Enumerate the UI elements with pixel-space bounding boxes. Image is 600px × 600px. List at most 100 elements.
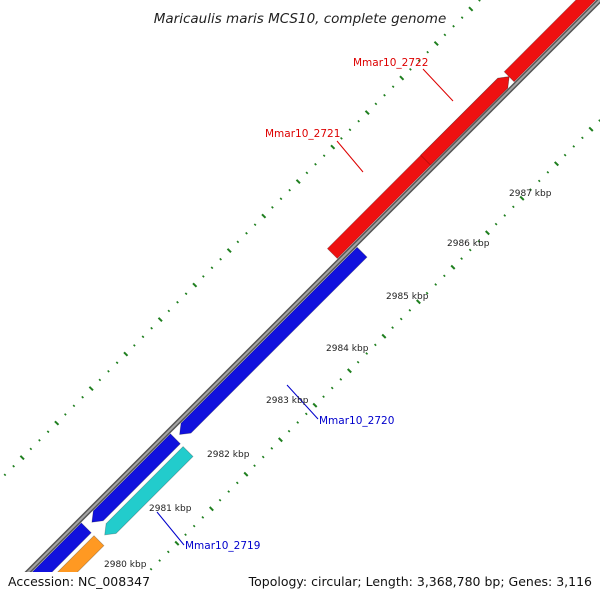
- gene-label-2721[interactable]: Mmar10_2721: [265, 128, 364, 173]
- minor-tick: [529, 188, 532, 191]
- tick-label: 2987 kbp: [509, 189, 552, 199]
- major-tick: [588, 126, 594, 132]
- major-tick: [484, 230, 490, 236]
- genome-summary-text: Topology: circular; Length: 3,368,780 bp…: [248, 574, 592, 589]
- minor-tick: [192, 524, 196, 528]
- gene-arrow-mmar10-2722[interactable]: [503, 0, 600, 83]
- minor-tick: [166, 550, 170, 554]
- footer-background: [0, 572, 600, 600]
- gene-arrow-mmar10-2719[interactable]: [104, 446, 194, 536]
- gene-label-text: Mmar10_2722: [353, 57, 428, 69]
- minor-tick: [340, 137, 343, 140]
- minor-tick: [426, 50, 429, 54]
- minor-tick: [271, 206, 274, 209]
- minor-tick: [184, 292, 188, 296]
- genes-layer: [13, 0, 600, 600]
- gene-label-2722[interactable]: Mmar10_2722: [353, 57, 454, 102]
- minor-tick: [305, 171, 309, 175]
- major-tick: [468, 6, 474, 12]
- minor-tick: [150, 326, 153, 330]
- map-title: Maricaulis maris MCS10, complete genome: [154, 11, 447, 27]
- minor-tick: [330, 386, 334, 390]
- major-tick: [346, 368, 352, 374]
- accession-text: Accession: NC_008347: [8, 574, 150, 589]
- minor-tick: [201, 516, 205, 519]
- minor-tick: [202, 275, 205, 278]
- gene-label-text: Mmar10_2721: [265, 128, 340, 140]
- callout-line: [156, 511, 185, 546]
- minor-tick: [141, 335, 145, 339]
- gene-arrow-reverse-upstream[interactable]: [91, 433, 181, 523]
- callout-line: [286, 384, 319, 420]
- major-tick: [277, 437, 283, 443]
- minor-tick: [184, 533, 187, 536]
- major-tick: [519, 195, 525, 201]
- major-tick: [364, 110, 370, 116]
- gene-label-2719[interactable]: Mmar10_2719: [156, 511, 260, 552]
- minor-tick: [210, 266, 214, 270]
- tick-labels: 2980 kbp 2981 kbp 2982 kbp 2983 kbp 2984…: [104, 189, 552, 570]
- minor-tick: [452, 24, 455, 28]
- gene-arrow-mmar10-2720[interactable]: [179, 246, 368, 435]
- minor-tick: [581, 136, 584, 140]
- minor-tick: [29, 447, 33, 451]
- minor-tick: [81, 395, 84, 399]
- minor-tick: [425, 291, 429, 295]
- tick-label: 2986 kbp: [447, 239, 490, 249]
- minor-tick: [107, 369, 110, 373]
- minor-tick: [133, 344, 136, 347]
- gene-label-text: Mmar10_2719: [185, 540, 260, 552]
- minor-tick: [468, 248, 472, 252]
- minor-tick: [149, 567, 153, 571]
- minor-tick: [339, 378, 343, 381]
- minor-tick: [434, 283, 438, 286]
- minor-tick: [460, 16, 464, 19]
- minor-tick: [546, 171, 550, 174]
- major-tick: [157, 317, 163, 323]
- minor-tick: [288, 188, 291, 192]
- major-tick: [261, 213, 267, 219]
- minor-tick: [38, 439, 41, 442]
- major-tick: [381, 333, 387, 339]
- minor-tick: [322, 154, 326, 157]
- minor-tick: [261, 455, 265, 459]
- minor-tick: [12, 464, 15, 468]
- minor-tick: [304, 412, 308, 416]
- minor-tick: [296, 421, 300, 424]
- minor-tick: [115, 361, 119, 365]
- minor-tick: [46, 430, 50, 434]
- gene-arrow-mmar10-2721-part[interactable]: [420, 76, 510, 166]
- minor-tick: [72, 404, 76, 408]
- minor-tick: [253, 464, 256, 467]
- minor-tick: [64, 413, 67, 416]
- minor-tick: [572, 145, 576, 148]
- major-tick: [312, 402, 318, 408]
- minor-tick: [357, 119, 360, 123]
- tick-label: 2983 kbp: [266, 396, 309, 406]
- minor-tick: [279, 197, 283, 201]
- major-tick: [433, 40, 439, 47]
- gene-label-text: Mmar10_2720: [319, 415, 394, 427]
- minor-tick: [417, 59, 421, 63]
- minor-tick: [503, 214, 507, 217]
- gene-label-2720[interactable]: Mmar10_2720: [286, 384, 394, 427]
- minor-tick: [314, 162, 317, 166]
- minor-tick: [227, 490, 231, 493]
- minor-tick: [365, 352, 369, 355]
- tick-label: 2981 kbp: [149, 504, 192, 514]
- minor-tick: [383, 93, 386, 97]
- minor-tick: [287, 429, 291, 433]
- major-tick: [450, 264, 456, 270]
- major-tick: [330, 144, 336, 150]
- minor-tick: [494, 222, 498, 226]
- minor-tick: [399, 317, 403, 321]
- tick-label: 2985 kbp: [386, 292, 429, 302]
- minor-tick: [443, 33, 447, 37]
- callout-line: [336, 140, 364, 173]
- major-tick: [19, 455, 25, 461]
- tick-label: 2984 kbp: [326, 344, 369, 354]
- tick-label: 2982 kbp: [207, 450, 250, 460]
